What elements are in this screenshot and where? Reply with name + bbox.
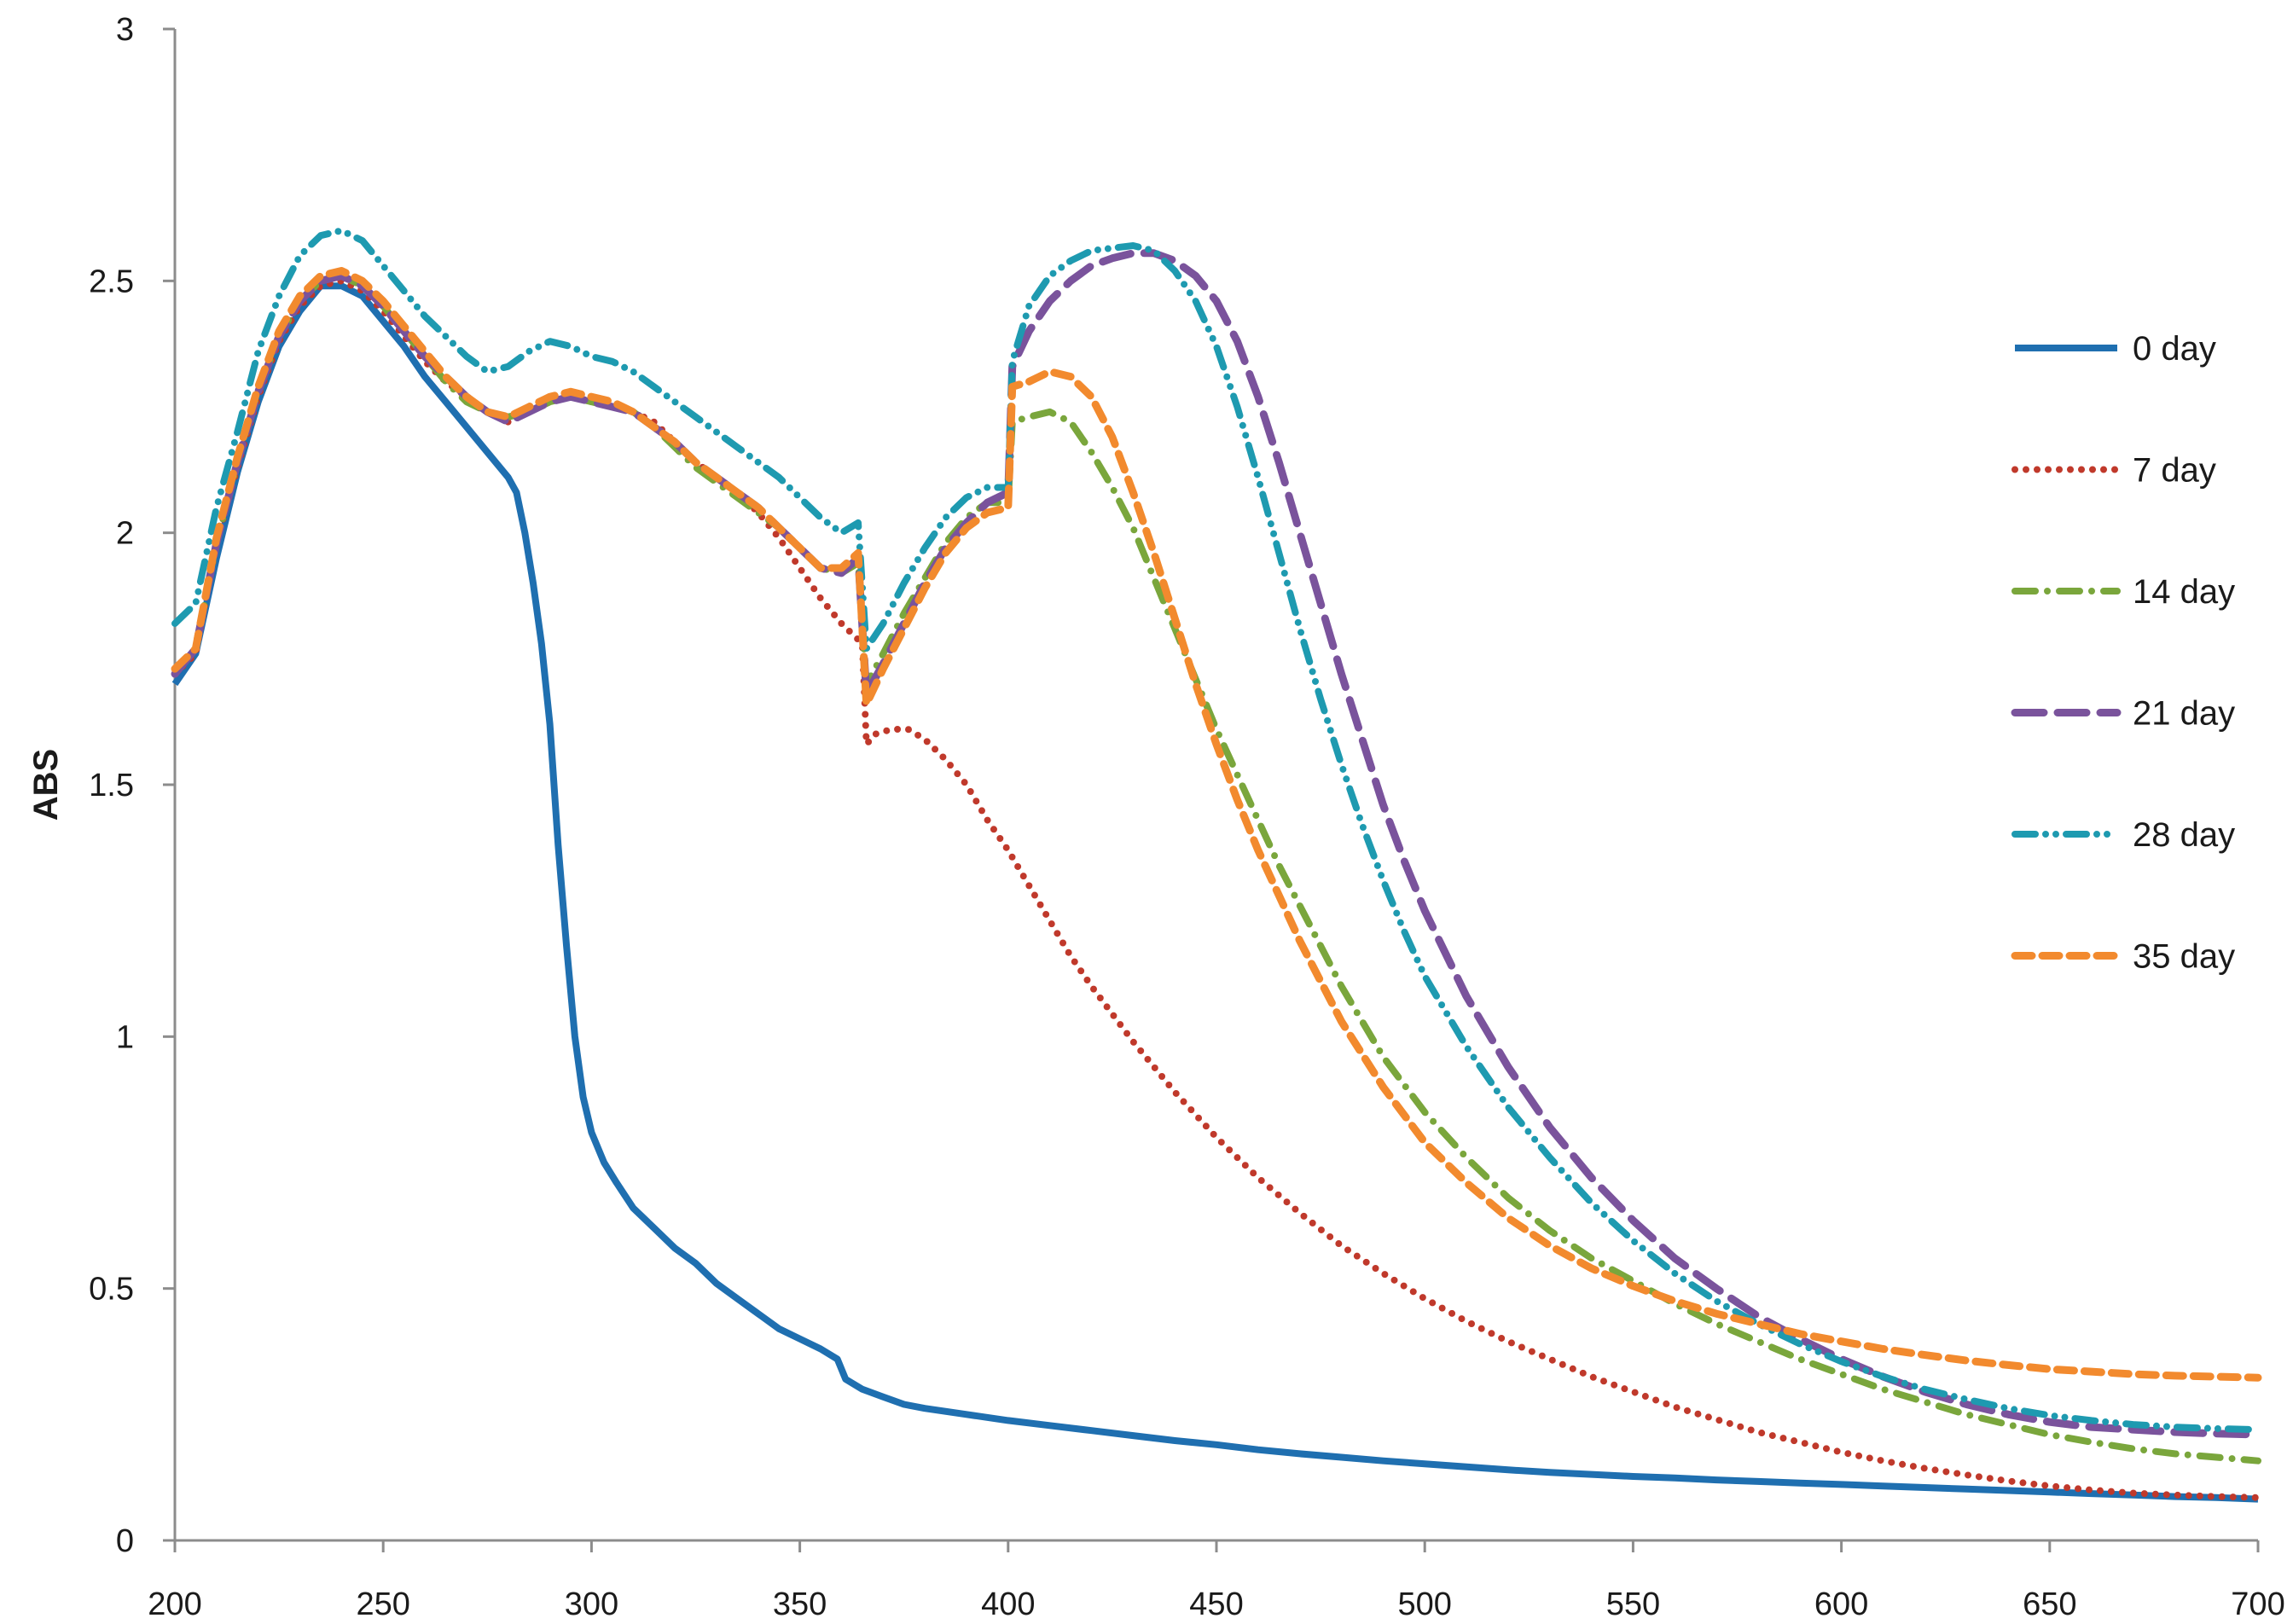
y-tick-label: 1: [116, 1019, 134, 1055]
x-tick-label: 700: [2231, 1586, 2284, 1622]
legend-label: 7 day: [2133, 452, 2216, 490]
y-tick-label: 1.5: [89, 768, 134, 803]
x-tick-label: 400: [981, 1586, 1035, 1622]
y-axis-title: ABS: [27, 749, 65, 821]
legend-label: 0 day: [2133, 330, 2216, 368]
series-lines: [171, 227, 2262, 1503]
x-tick-label: 300: [565, 1586, 618, 1622]
series-line-0-day: [171, 282, 2259, 1503]
y-tick-label: 2: [116, 516, 134, 552]
x-tick-marks: [173, 1540, 2260, 1552]
plot-axes: [163, 27, 2260, 1552]
legend-label: 35 day: [2133, 938, 2235, 976]
legend: 0 day 7 day 14 day 21 day 28 day 35 day: [2011, 330, 2235, 976]
x-tick-label: 250: [356, 1586, 409, 1622]
y-tick-label: 2.5: [89, 264, 134, 299]
y-tick-label: 0: [116, 1523, 134, 1559]
y-tick-label: 3: [116, 12, 134, 48]
x-tick-label: 450: [1189, 1586, 1243, 1622]
series-line-35-day: [171, 267, 2262, 1382]
legend-label: 14 day: [2133, 573, 2235, 611]
y-tick-labels: 0 0.5 1 1.5 2 2.5 3: [89, 12, 134, 1559]
x-tick-label: 650: [2023, 1586, 2076, 1622]
x-tick-label: 350: [773, 1586, 827, 1622]
y-tick-marks: [163, 27, 175, 1542]
series-line-7-day: [171, 277, 2261, 1501]
y-tick-label: 0.5: [89, 1272, 134, 1308]
x-tick-label: 200: [148, 1586, 201, 1622]
x-tick-label: 500: [1397, 1586, 1451, 1622]
legend-label: 21 day: [2133, 695, 2235, 733]
x-tick-label: 600: [1814, 1586, 1868, 1622]
x-tick-labels: 200 250 300 350 400 450 500 550 600 650 700: [148, 1586, 2284, 1622]
series-line-21-day: [171, 249, 2262, 1439]
legend-label: 28 day: [2133, 816, 2235, 854]
x-tick-label: 550: [1606, 1586, 1660, 1622]
